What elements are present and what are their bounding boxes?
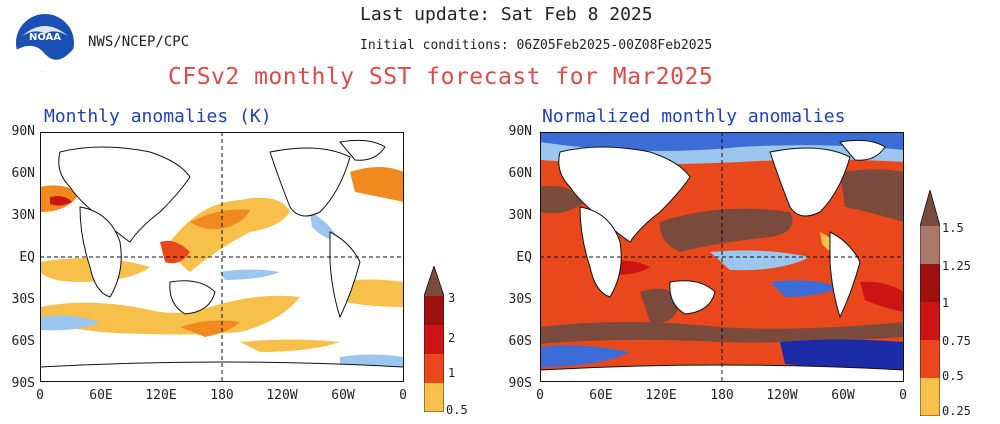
lon-label: 120E — [145, 388, 177, 403]
panel-1-colorbar — [424, 266, 444, 412]
noaa-logo: NOAA — [14, 12, 76, 74]
colorbar-label: 1.25 — [942, 259, 971, 273]
colorbar-label: 1 — [448, 366, 456, 380]
lat-label: 90N — [11, 124, 35, 139]
panel-2-title: Normalized monthly anomalies — [542, 106, 846, 127]
lat-label: 30S — [11, 292, 35, 307]
lon-label: 60E — [89, 388, 113, 403]
lon-label: 120W — [766, 388, 798, 403]
panel-1-map — [40, 132, 404, 382]
lon-label: 120W — [266, 388, 298, 403]
panel-2-colorbar — [920, 190, 940, 416]
lon-label: 180 — [210, 388, 234, 403]
lat-label: EQ — [516, 250, 532, 265]
lat-label: 60S — [508, 334, 532, 349]
colorbar-label: 0.25 — [942, 404, 971, 418]
lon-label: 120E — [645, 388, 677, 403]
lat-label: 60S — [11, 334, 35, 349]
main-title: CFSv2 monthly SST forecast for Mar2025 — [168, 64, 714, 90]
lat-label: 60N — [11, 166, 35, 181]
colorbar-label: 2 — [448, 331, 456, 345]
panel-1-title: Monthly anomalies (K) — [44, 106, 272, 127]
lon-label: 0 — [899, 388, 907, 403]
coastlines — [40, 139, 404, 382]
panel-2-map — [540, 132, 904, 382]
lon-label: 60W — [331, 388, 355, 403]
colorbar-label: 0.75 — [942, 334, 971, 348]
lon-label: 0 — [536, 388, 544, 403]
last-update: Last update: Sat Feb 8 2025 — [360, 4, 653, 25]
colorbar-label: 1 — [942, 296, 950, 310]
lat-label: 90N — [508, 124, 532, 139]
lon-label: 0 — [36, 388, 44, 403]
lon-label: 0 — [399, 388, 407, 403]
lat-label: 90S — [11, 376, 35, 391]
colorbar-label: 0.5 — [942, 369, 964, 383]
colorbar-label: 1.5 — [942, 221, 964, 235]
anomaly-patches — [40, 167, 404, 352]
lon-label: 60E — [589, 388, 613, 403]
initial-conditions: Initial conditions: 06Z05Feb2025-00Z08Fe… — [360, 38, 713, 53]
agency-label: NWS/NCEP/CPC — [88, 34, 190, 50]
cool-patches — [40, 212, 404, 367]
lon-label: 60W — [831, 388, 855, 403]
colorbar-label: 3 — [448, 291, 456, 305]
lat-label: 90S — [508, 376, 532, 391]
noaa-logo-text: NOAA — [28, 32, 62, 43]
colorbar-label: 0.5 — [446, 403, 468, 417]
lat-label: 30N — [11, 208, 35, 223]
lat-label: 60N — [508, 166, 532, 181]
lat-label: 30S — [508, 292, 532, 307]
lat-label: 30N — [508, 208, 532, 223]
lon-label: 180 — [710, 388, 734, 403]
lat-label: EQ — [19, 250, 35, 265]
